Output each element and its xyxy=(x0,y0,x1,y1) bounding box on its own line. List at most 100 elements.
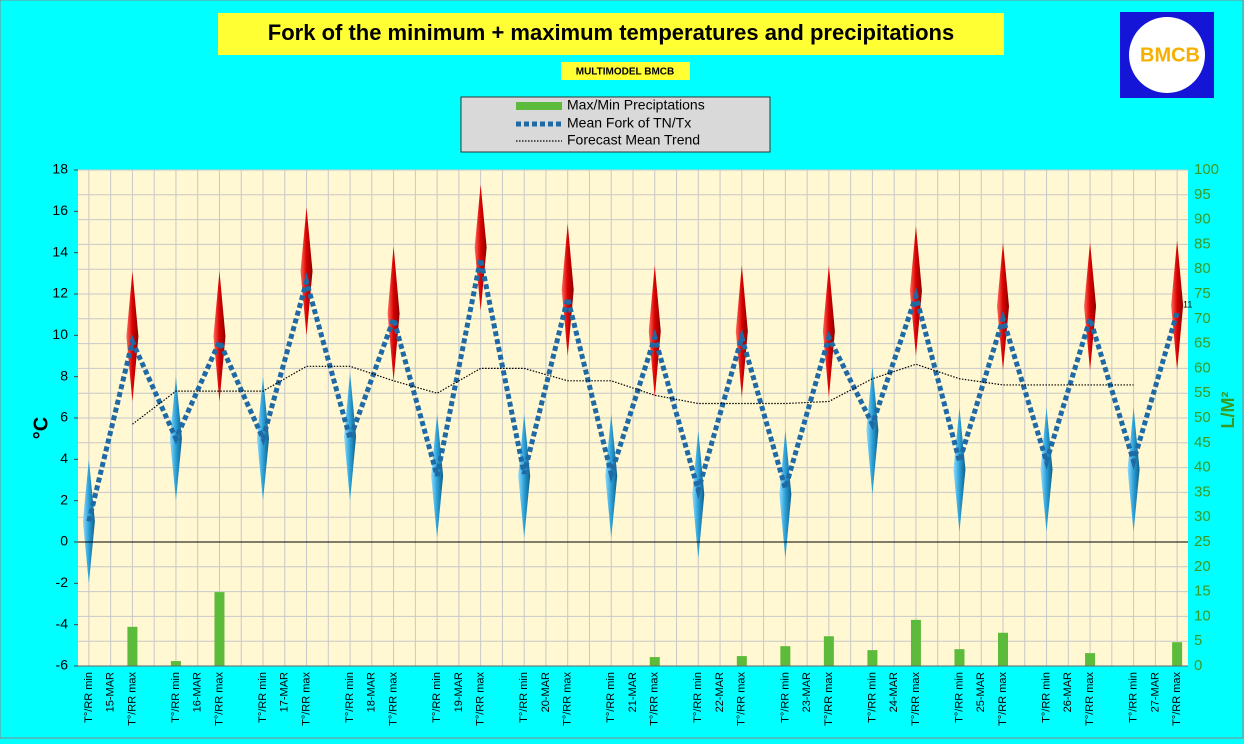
x-tick-label: T°/RR min xyxy=(605,672,617,723)
subtitle-box xyxy=(561,62,690,80)
x-tick-label: T°/RR max xyxy=(1084,672,1096,726)
y2-tick-label: 45 xyxy=(1194,434,1211,451)
y-tick-label: 8 xyxy=(60,367,68,383)
x-tick-label: T°/RR min xyxy=(1040,672,1052,723)
x-tick-label: 23-MAR xyxy=(801,672,813,712)
x-tick-label: T°/RR max xyxy=(387,672,399,726)
x-tick-label: 25-MAR xyxy=(975,672,987,712)
x-tick-label: T°/RR max xyxy=(1171,672,1183,726)
tx-spike xyxy=(300,207,313,336)
tx-spike xyxy=(1171,240,1184,371)
trend-line xyxy=(132,363,1134,425)
precip-bar xyxy=(170,661,181,666)
tn-spike xyxy=(953,407,966,532)
y2-tick-label: 40 xyxy=(1194,459,1211,476)
y2-tick-label: 65 xyxy=(1194,335,1211,352)
x-tick-label: 21-MAR xyxy=(627,672,639,712)
x-tick-label: T°/RR min xyxy=(953,672,965,723)
x-tick-label: 17-MAR xyxy=(279,672,291,712)
tx-spike xyxy=(1084,242,1097,371)
x-tick-label: 16-MAR xyxy=(192,672,204,712)
y-tick-label: 16 xyxy=(52,202,68,218)
title-box xyxy=(218,13,1004,55)
precip-bar xyxy=(867,650,878,666)
tn-spike xyxy=(866,366,879,495)
x-tick-label: T°/RR min xyxy=(83,672,95,723)
y2-tick-label: 25 xyxy=(1194,533,1211,550)
legend-label: Forecast Mean Trend xyxy=(567,132,700,148)
y2-tick-label: 75 xyxy=(1194,285,1211,302)
y-tick-label: -4 xyxy=(56,615,69,631)
x-tick-label: T°/RR max xyxy=(475,672,487,726)
x-tick-label: 26-MAR xyxy=(1062,672,1074,712)
x-tick-label: T°/RR max xyxy=(649,672,661,726)
x-tick-label: T°/RR max xyxy=(997,672,1009,726)
y-tick-label: 2 xyxy=(60,491,68,507)
y-tick-label: 18 xyxy=(52,161,68,177)
y2-tick-label: 20 xyxy=(1194,558,1211,575)
y2-axis-label: L/M² xyxy=(1218,392,1238,429)
tx-spike xyxy=(997,242,1009,371)
x-tick-label: T°/RR min xyxy=(344,672,356,723)
tn-spike xyxy=(779,430,792,559)
precip-bar xyxy=(998,632,1008,666)
y2-tick-label: 15 xyxy=(1194,583,1211,600)
x-tick-label: T°/RR min xyxy=(779,672,791,723)
x-tick-label: T°/RR max xyxy=(126,672,138,726)
y2-tick-label: 60 xyxy=(1194,359,1211,376)
x-tick-label: 20-MAR xyxy=(540,672,552,712)
x-tick-label: T°/RR max xyxy=(300,672,312,726)
y2-tick-label: 85 xyxy=(1194,235,1211,252)
tx-spike xyxy=(822,265,835,398)
y2-tick-label: 80 xyxy=(1194,260,1211,277)
y-tick-label: -2 xyxy=(56,574,69,590)
y2-tick-label: 55 xyxy=(1194,384,1211,401)
y2-tick-label: 100 xyxy=(1194,161,1219,178)
x-tick-label: 18-MAR xyxy=(366,672,378,712)
legend-label: Mean Fork of TN/Tx xyxy=(567,115,691,131)
legend-box xyxy=(460,96,771,153)
y-tick-label: 0 xyxy=(60,533,68,549)
tn-spike xyxy=(518,413,531,538)
x-tick-label: T°/RR min xyxy=(170,672,182,723)
subtitle: MULTIMODEL BMCB xyxy=(576,67,675,78)
x-tick-label: T°/RR max xyxy=(562,672,574,726)
precip-bar xyxy=(214,592,225,666)
x-tick-label: 19-MAR xyxy=(453,672,465,712)
chart-title: Fork of the minimum + maximum temperatur… xyxy=(268,20,954,45)
x-tick-label: 24-MAR xyxy=(888,672,900,712)
precip-bar xyxy=(127,626,138,666)
x-tick-label: 22-MAR xyxy=(714,672,726,712)
precip-bar xyxy=(823,636,834,666)
precip-bar xyxy=(954,649,965,666)
logo-circle xyxy=(1129,17,1205,93)
x-tick-label: T°/RR min xyxy=(518,672,530,723)
y2-tick-label: 50 xyxy=(1194,409,1211,426)
y2-tick-label: 95 xyxy=(1194,186,1211,203)
fork-line xyxy=(86,258,1180,522)
x-tick-label: T°/RR min xyxy=(431,672,443,723)
precip-bar xyxy=(736,656,747,666)
annotation: 11 xyxy=(1183,299,1192,309)
precip-bar xyxy=(1172,642,1183,666)
precip-bar xyxy=(1085,653,1096,666)
x-tick-label: T°/RR min xyxy=(1127,672,1139,723)
tx-spike xyxy=(561,223,574,356)
y-tick-label: 4 xyxy=(60,450,68,466)
y2-tick-label: 90 xyxy=(1194,211,1211,228)
logo-text: BMCB xyxy=(1140,44,1200,66)
precip-bar xyxy=(780,646,791,666)
x-tick-label: T°/RR max xyxy=(736,672,748,726)
legend-swatch xyxy=(516,102,562,110)
legend-label: Max/Min Preciptations xyxy=(567,97,705,113)
x-tick-label: 15-MAR xyxy=(105,672,117,712)
y-tick-label: -6 xyxy=(56,657,69,673)
x-tick-label: T°/RR min xyxy=(692,672,704,723)
x-tick-label: T°/RR max xyxy=(213,672,225,726)
y-tick-label: 14 xyxy=(52,243,68,259)
y-tick-label: 6 xyxy=(60,409,68,425)
y2-tick-label: 5 xyxy=(1194,632,1202,649)
y-axis-label: °C xyxy=(30,417,52,439)
y2-tick-label: 0 xyxy=(1194,657,1202,674)
y-tick-label: 12 xyxy=(52,285,68,301)
